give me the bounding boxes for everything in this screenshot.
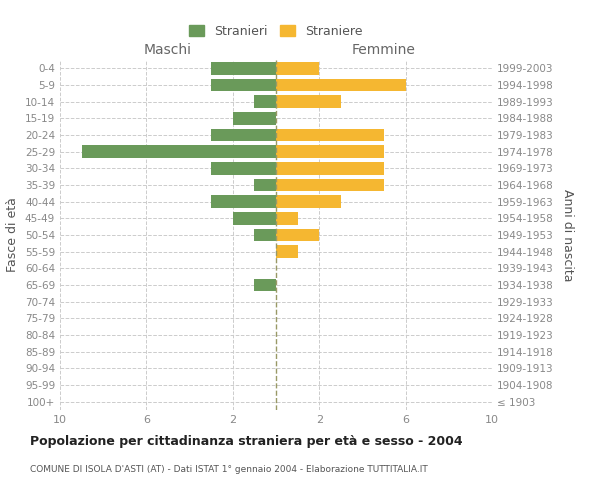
Bar [211,196,276,208]
Bar [254,96,276,108]
Legend: Stranieri, Straniere: Stranieri, Straniere [185,21,367,42]
Text: COMUNE DI ISOLA D'ASTI (AT) - Dati ISTAT 1° gennaio 2004 - Elaborazione TUTTITAL: COMUNE DI ISOLA D'ASTI (AT) - Dati ISTAT… [30,465,428,474]
Bar [211,62,276,74]
Bar [276,146,384,158]
Bar [276,79,406,92]
Bar [82,146,276,158]
Bar [276,212,298,224]
Bar [211,162,276,174]
Bar [211,128,276,141]
Y-axis label: Anni di nascita: Anni di nascita [560,188,574,281]
Bar [233,212,276,224]
Text: Femmine: Femmine [352,42,416,56]
Bar [276,246,298,258]
Bar [276,196,341,208]
Y-axis label: Fasce di età: Fasce di età [7,198,19,272]
Bar [276,179,384,191]
Bar [254,179,276,191]
Text: Popolazione per cittadinanza straniera per età e sesso - 2004: Popolazione per cittadinanza straniera p… [30,435,463,448]
Bar [233,112,276,124]
Bar [254,229,276,241]
Bar [276,62,319,74]
Bar [276,128,384,141]
Bar [254,279,276,291]
Text: Maschi: Maschi [144,42,192,56]
Bar [276,96,341,108]
Bar [276,229,319,241]
Bar [276,162,384,174]
Bar [211,79,276,92]
